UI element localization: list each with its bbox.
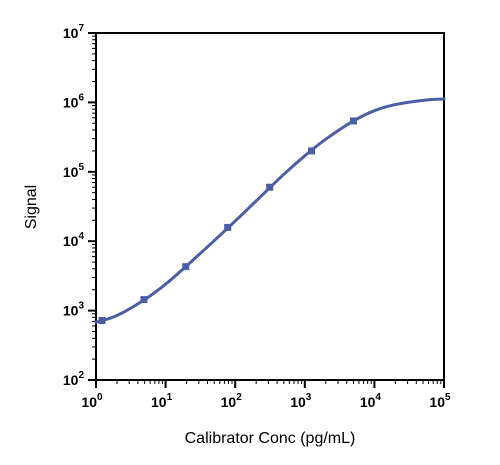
- y-tick-exponent: 6: [78, 92, 84, 103]
- x-tick-base: 10: [429, 394, 445, 410]
- y-tick-label: 106: [63, 92, 85, 110]
- y-tick-exponent: 2: [78, 370, 84, 381]
- x-tick-exponent: 0: [97, 392, 103, 403]
- y-tick-label: 104: [63, 231, 85, 249]
- y-tick-label: 107: [63, 23, 85, 41]
- x-tick-exponent: 4: [375, 392, 381, 403]
- x-tick-base: 10: [221, 394, 237, 410]
- x-tick-base: 10: [360, 394, 376, 410]
- x-tick-label: 105: [429, 392, 451, 410]
- y-tick-label: 105: [63, 162, 85, 180]
- y-tick-exponent: 4: [78, 231, 84, 242]
- x-tick-label: 102: [221, 392, 243, 410]
- x-tick-exponent: 3: [306, 392, 312, 403]
- x-tick-base: 10: [81, 394, 97, 410]
- data-point: [182, 263, 190, 271]
- y-tick-base: 10: [63, 94, 79, 110]
- y-tick-exponent: 5: [78, 162, 84, 173]
- fit-curve: [94, 97, 446, 324]
- x-tick-exponent: 2: [236, 392, 242, 403]
- x-tick-exponent: 5: [445, 392, 451, 403]
- data-point: [224, 223, 232, 231]
- data-point: [266, 183, 274, 191]
- x-tick-label: 101: [151, 392, 173, 410]
- y-tick-base: 10: [63, 25, 79, 41]
- y-tick-label: 102: [63, 370, 85, 388]
- data-point: [98, 317, 106, 325]
- x-axis-title: Calibrator Conc (pg/mL): [185, 430, 356, 447]
- x-tick-label: 100: [81, 392, 103, 410]
- data-point: [140, 296, 148, 304]
- data-point: [349, 117, 357, 125]
- y-tick-exponent: 3: [78, 301, 84, 312]
- x-tick-base: 10: [151, 394, 167, 410]
- y-tick-base: 10: [63, 372, 79, 388]
- y-tick-base: 10: [63, 164, 79, 180]
- y-tick-base: 10: [63, 233, 79, 249]
- y-tick-label: 103: [63, 301, 85, 319]
- y-tick-exponent: 7: [78, 23, 84, 34]
- y-axis-title: Signal: [23, 185, 40, 229]
- x-tick-exponent: 1: [167, 392, 173, 403]
- x-tick-label: 103: [290, 392, 312, 410]
- plot-frame: [95, 32, 445, 381]
- x-tick-base: 10: [290, 394, 306, 410]
- y-tick-base: 10: [63, 303, 79, 319]
- data-point: [308, 147, 316, 155]
- x-tick-label: 104: [360, 392, 382, 410]
